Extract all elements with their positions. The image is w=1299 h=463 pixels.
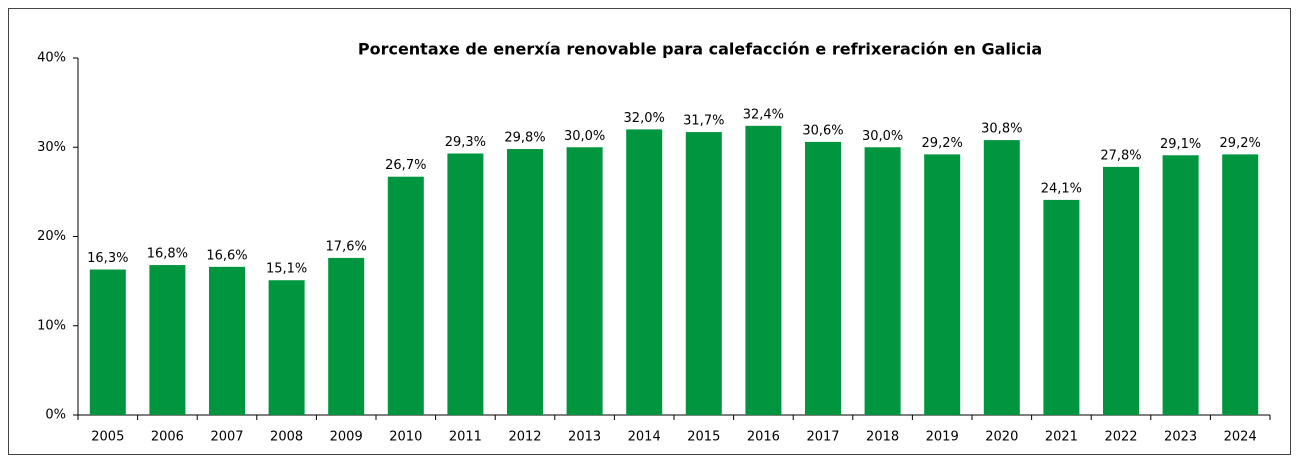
x-tick-label: 2013 <box>568 430 601 445</box>
x-tick-label: 2020 <box>985 430 1018 445</box>
chart-title: Porcentaxe de enerxía renovable para cal… <box>358 40 1042 59</box>
x-tick-label: 2014 <box>628 430 661 445</box>
x-tick-label: 2006 <box>151 430 184 445</box>
data-label: 30,0% <box>564 129 605 144</box>
data-label: 16,6% <box>206 248 247 263</box>
x-tick-label: 2015 <box>687 430 720 445</box>
data-label: 29,2% <box>1220 136 1261 151</box>
bar <box>1222 154 1259 415</box>
bar <box>1043 199 1080 415</box>
bar <box>89 269 126 415</box>
bar <box>745 125 782 415</box>
data-label: 29,1% <box>1160 137 1201 152</box>
x-tick-label: 2017 <box>806 430 839 445</box>
bar <box>1103 166 1139 415</box>
bar <box>566 147 603 415</box>
x-tick-label: 2009 <box>330 430 363 445</box>
x-tick-label: 2010 <box>389 430 422 445</box>
bar <box>507 149 543 415</box>
x-tick-label: 2022 <box>1104 430 1137 445</box>
data-label: 15,1% <box>266 262 307 277</box>
data-label: 29,3% <box>445 135 486 150</box>
bar <box>626 129 663 415</box>
bar <box>209 266 245 415</box>
bar <box>447 153 484 415</box>
x-tick-label: 2021 <box>1045 430 1078 445</box>
x-tick-label: 2011 <box>449 430 482 445</box>
bar <box>149 265 186 415</box>
bar <box>685 132 722 415</box>
x-tick-label: 2008 <box>270 430 303 445</box>
data-label: 32,0% <box>624 111 665 126</box>
chart-frame <box>8 8 1291 455</box>
data-label: 29,2% <box>922 136 963 151</box>
data-label: 24,1% <box>1041 181 1082 196</box>
data-label: 16,8% <box>147 247 188 262</box>
data-label: 30,6% <box>802 123 843 138</box>
x-tick-label: 2007 <box>210 430 243 445</box>
data-label: 31,7% <box>683 114 724 129</box>
data-label: 16,3% <box>87 251 128 266</box>
bar <box>805 141 841 415</box>
data-label: 27,8% <box>1100 148 1141 163</box>
y-tick-label: 10% <box>37 318 66 333</box>
data-label: 30,0% <box>862 129 903 144</box>
x-tick-label: 2024 <box>1224 430 1257 445</box>
y-tick-label: 30% <box>37 140 66 155</box>
x-tick-label: 2023 <box>1164 430 1197 445</box>
x-tick-label: 2012 <box>508 430 541 445</box>
y-tick-label: 40% <box>37 51 66 66</box>
x-tick-label: 2005 <box>91 430 124 445</box>
bar <box>387 176 424 415</box>
x-tick-label: 2018 <box>866 430 899 445</box>
bar <box>983 140 1020 416</box>
y-tick-label: 0% <box>45 408 66 423</box>
bar <box>1162 155 1199 415</box>
bar <box>924 154 961 415</box>
data-label: 26,7% <box>385 158 426 173</box>
data-label: 30,8% <box>981 122 1022 137</box>
x-tick-label: 2016 <box>747 430 780 445</box>
bar <box>864 147 901 415</box>
bar <box>328 257 365 415</box>
y-tick-label: 20% <box>37 229 66 244</box>
bar <box>268 280 305 415</box>
data-label: 29,8% <box>504 131 545 146</box>
data-label: 32,4% <box>743 107 784 122</box>
x-tick-label: 2019 <box>926 430 959 445</box>
data-label: 17,6% <box>326 239 367 254</box>
